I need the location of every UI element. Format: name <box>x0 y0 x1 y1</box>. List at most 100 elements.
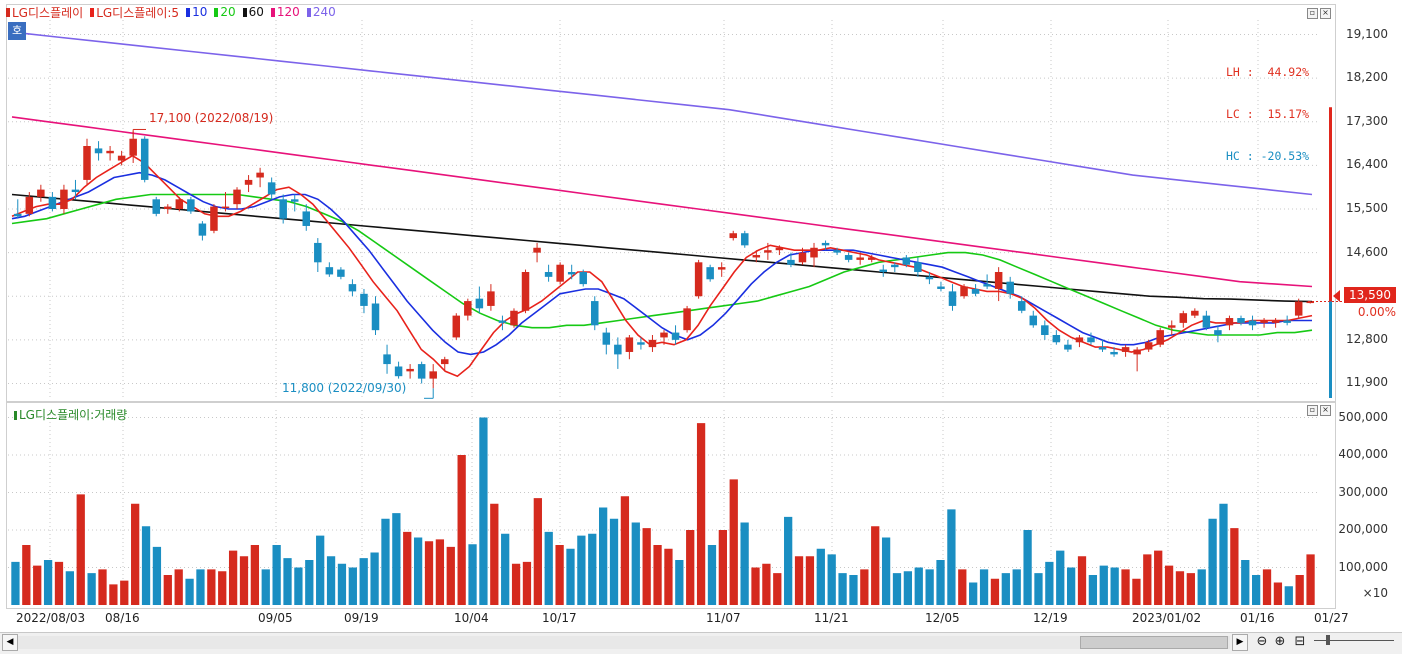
volume-bar <box>740 522 749 605</box>
candle-body <box>1098 347 1107 350</box>
date-tick-label: 2022/08/03 <box>16 611 86 625</box>
volume-bar <box>881 537 891 605</box>
volume-bar <box>1230 528 1239 605</box>
stats-box: LH : 44.92% LC : 15.17% HC : -20.53% <box>1226 37 1309 177</box>
volume-bar <box>109 584 118 605</box>
volume-bar <box>1143 554 1152 605</box>
volume-bar <box>196 569 205 605</box>
price-panel-restore-button[interactable]: ▫ <box>1307 8 1318 19</box>
date-tick-label: 11/07 <box>706 611 741 625</box>
candle-body <box>706 267 714 280</box>
candle-body <box>290 199 299 202</box>
volume-bar <box>653 545 662 605</box>
candle-body <box>948 291 957 306</box>
candle-body <box>256 172 264 178</box>
candle-body <box>983 284 991 287</box>
zoom-slider-thumb[interactable] <box>1326 635 1330 645</box>
candle-body <box>660 332 668 338</box>
volume-bar <box>120 580 129 605</box>
candle-body <box>833 250 841 253</box>
date-tick-label: 01/27 <box>1314 611 1349 625</box>
candle-body <box>741 233 749 246</box>
mode-badge[interactable]: 호 <box>8 22 26 40</box>
candle-body <box>844 255 853 260</box>
candle-body <box>1237 318 1245 323</box>
volume-bar <box>620 496 630 605</box>
ma5-line <box>11 154 1313 378</box>
scroll-right-button[interactable]: ▶ <box>1232 634 1248 651</box>
volume-bar <box>1023 530 1032 605</box>
volume-bar <box>773 573 782 605</box>
volume-bar <box>163 575 172 605</box>
volume-bar <box>87 573 96 605</box>
candle-body <box>129 138 137 156</box>
ma20-line <box>11 193 1313 336</box>
volume-bar <box>936 560 945 605</box>
candle-body <box>764 250 772 253</box>
candle-body <box>971 288 980 294</box>
candle-body <box>1214 330 1222 335</box>
candle-body <box>914 262 922 272</box>
scroll-left-button[interactable]: ◀ <box>2 634 18 651</box>
volume-bar <box>11 561 20 605</box>
volume-panel-close-button[interactable]: × <box>1320 405 1331 416</box>
volume-bar <box>1219 503 1228 605</box>
stat-lh: LH : 44.92% <box>1226 65 1310 79</box>
volume-bar <box>370 552 379 605</box>
volume-unit: ×10 <box>1362 586 1388 600</box>
volume-bar <box>1132 578 1141 605</box>
scroll-thumb[interactable] <box>1080 636 1228 649</box>
volume-bar <box>392 513 401 605</box>
volume-bar <box>337 563 347 605</box>
price-tick-label: 15,500 <box>1346 201 1388 215</box>
volume-bar <box>511 563 521 605</box>
volume-bar <box>501 533 510 605</box>
ma60-line <box>11 193 1313 303</box>
scroll-track[interactable] <box>18 636 1230 649</box>
chart-canvas[interactable] <box>0 0 1402 632</box>
zoom-out-icon[interactable]: ⊖ <box>1256 634 1268 649</box>
candle-body <box>1144 342 1153 350</box>
price-panel-close-button[interactable]: × <box>1320 8 1331 19</box>
candle-body <box>37 189 45 197</box>
candle-body <box>648 339 657 348</box>
volume-bar <box>174 569 183 605</box>
volume-bar <box>642 528 651 605</box>
candle-body <box>1075 337 1084 343</box>
volume-bar <box>805 556 815 605</box>
zoom-in-icon[interactable]: ⊕ <box>1274 634 1286 649</box>
volume-bar <box>185 578 194 605</box>
candle-body <box>533 247 541 253</box>
candle-body <box>1052 335 1061 343</box>
volume-bar <box>457 455 466 605</box>
current-price-badge: 13,590 <box>1344 287 1396 303</box>
price-tick-label: 18,200 <box>1346 70 1388 85</box>
candle-body <box>210 206 218 231</box>
volume-bar <box>435 539 445 605</box>
volume-bar <box>1066 567 1076 605</box>
legend-item-ma10: 10 <box>186 5 207 19</box>
volume-bar <box>849 575 858 605</box>
volume-bar <box>599 507 608 605</box>
volume-bar <box>1197 569 1206 605</box>
volume-bar <box>816 548 825 605</box>
volume-bar <box>892 573 902 605</box>
candle-body <box>787 259 795 265</box>
candle-body <box>1087 337 1095 343</box>
candle-body <box>579 272 587 285</box>
volume-bar <box>1241 560 1250 605</box>
volume-panel-restore-button[interactable]: ▫ <box>1307 405 1318 416</box>
candle-body <box>937 286 945 289</box>
volume-bar <box>1262 569 1272 605</box>
candle-body <box>406 368 414 372</box>
volume-bar <box>359 558 368 605</box>
candle-body <box>510 310 518 326</box>
price-tick-label: 19,100 <box>1346 26 1388 41</box>
zoom-slider[interactable] <box>1314 640 1394 641</box>
price-tick-label: 12,800 <box>1346 331 1388 346</box>
price-tick-label: 11,900 <box>1346 375 1388 390</box>
candle-body <box>960 286 968 297</box>
legend-item-candles: LG디스플레이 <box>6 4 83 21</box>
view-range-icon[interactable]: ⊟ <box>1294 634 1306 649</box>
volume-bar <box>479 417 488 605</box>
